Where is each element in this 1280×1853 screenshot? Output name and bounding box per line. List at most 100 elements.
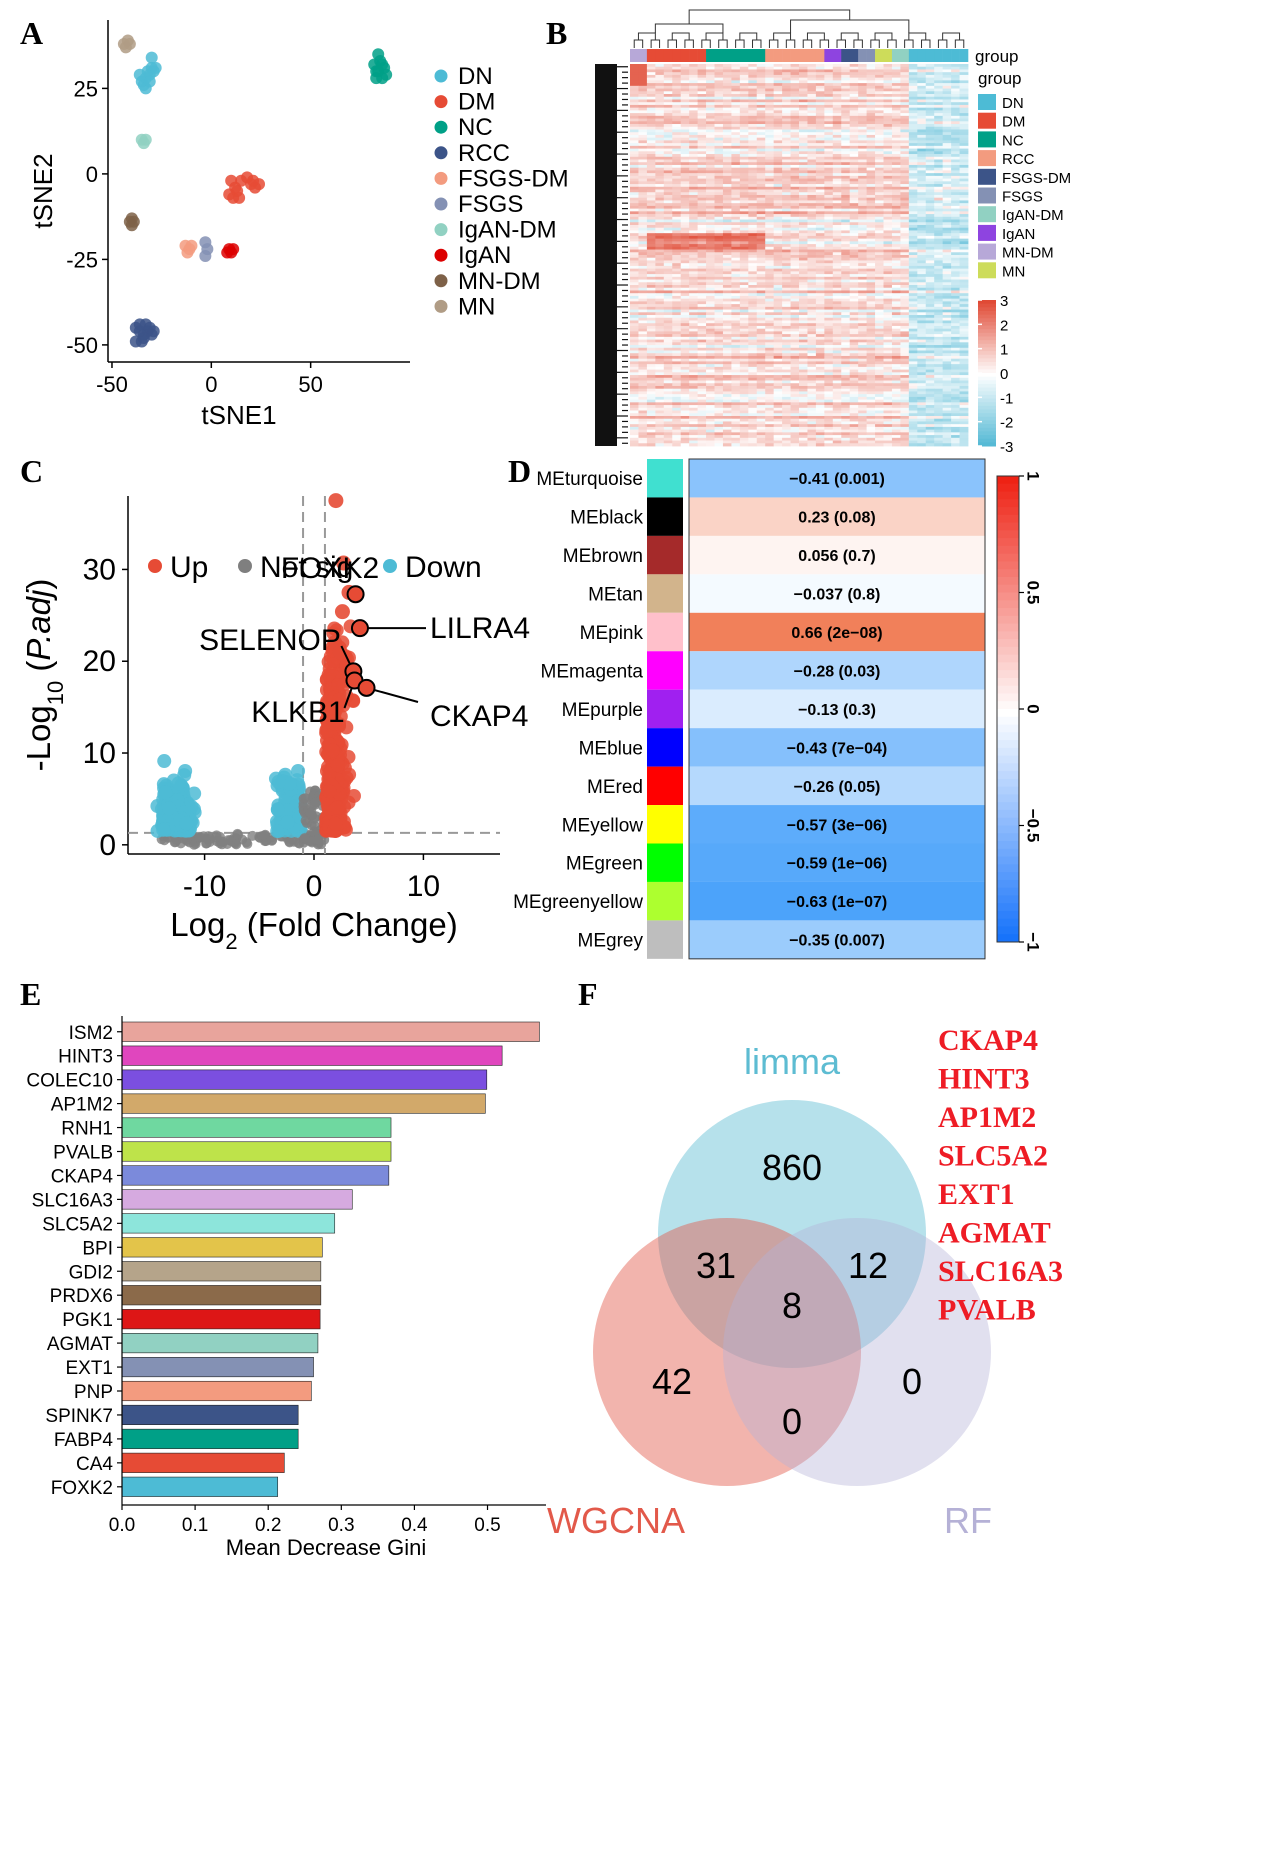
heatmap-cell xyxy=(782,85,791,89)
heatmap-cell xyxy=(680,372,690,376)
heatmap-cell xyxy=(815,72,825,76)
heatmap-cell xyxy=(748,88,758,92)
heatmap-cell xyxy=(925,320,935,324)
heatmap-cell xyxy=(934,336,944,340)
heatmap-cell xyxy=(655,203,665,207)
heatmap-cell xyxy=(672,175,682,179)
heatmap-cell xyxy=(891,156,901,160)
heatmap-cell xyxy=(638,388,648,392)
heatmap-cell xyxy=(756,301,766,305)
heatmap-cell xyxy=(731,148,741,152)
heatmap-cell xyxy=(875,110,884,114)
heatmap-cell xyxy=(866,285,876,289)
heatmap-cell xyxy=(942,156,952,160)
legend-label: IgAN-DM xyxy=(458,217,557,244)
heatmap-cell xyxy=(841,227,851,231)
heatmap-cell xyxy=(799,298,808,302)
heatmap-cell xyxy=(866,154,876,158)
heatmap-cell xyxy=(646,285,656,289)
heatmap-cell xyxy=(638,102,648,106)
heatmap-cell xyxy=(714,74,724,79)
heatmap-cell xyxy=(866,162,876,166)
heatmap-cell xyxy=(832,246,842,250)
heatmap-cell xyxy=(722,388,732,392)
heatmap-cell xyxy=(731,208,741,212)
heatmap-cell xyxy=(841,211,851,215)
heatmap-cell xyxy=(630,69,639,73)
heatmap-cell xyxy=(790,110,800,114)
heatmap-cell xyxy=(942,164,952,169)
heatmap-cell xyxy=(680,80,690,84)
heatmap-cell xyxy=(875,290,884,294)
heatmap-cell xyxy=(697,224,707,229)
heatmap-cell xyxy=(824,208,834,212)
heatmap-cell xyxy=(875,263,884,267)
heatmap-cell xyxy=(908,118,918,122)
group-annotation-cell xyxy=(883,49,893,62)
heatmap-cell xyxy=(630,366,639,370)
heatmap-cell xyxy=(722,91,732,95)
heatmap-cell xyxy=(790,230,800,234)
heatmap-cell xyxy=(883,375,893,379)
heatmap-cell xyxy=(841,241,851,245)
heatmap-cell xyxy=(722,353,732,357)
heatmap-cell xyxy=(630,126,639,130)
heatmap-cell xyxy=(824,290,834,294)
heatmap-cell xyxy=(883,214,893,218)
heatmap-cell xyxy=(782,235,791,240)
heatmap-cell xyxy=(630,124,639,128)
heatmap-cell xyxy=(951,287,960,291)
heatmap-cell xyxy=(663,189,673,193)
heatmap-cell xyxy=(672,227,682,231)
heatmap-cell xyxy=(832,80,842,84)
heatmap-cell xyxy=(655,167,665,171)
heatmap-cell xyxy=(934,279,944,283)
heatmap-cell xyxy=(672,285,682,289)
heatmap-cell xyxy=(756,134,766,139)
heatmap-cell xyxy=(739,227,749,231)
heatmap-cell xyxy=(646,268,656,272)
heatmap-cell xyxy=(824,132,834,136)
heatmap-cell xyxy=(672,309,682,313)
heatmap-cell xyxy=(630,309,639,313)
heatmap-cell xyxy=(630,320,639,324)
heatmap-cell xyxy=(824,230,834,234)
heatmap-cell xyxy=(756,216,766,220)
heatmap-cell xyxy=(832,181,842,185)
heatmap-cell xyxy=(934,271,944,275)
heatmap-cell xyxy=(680,107,690,111)
heatmap-cell xyxy=(638,107,648,111)
heatmap-cell xyxy=(934,203,944,207)
heatmap-cell xyxy=(824,364,834,368)
heatmap-cell xyxy=(748,375,758,379)
heatmap-cell xyxy=(891,194,901,199)
heatmap-cell xyxy=(722,72,732,76)
heatmap-cell xyxy=(638,113,648,117)
heatmap-cell xyxy=(866,301,876,305)
heatmap-cell xyxy=(807,102,817,106)
heatmap-cell xyxy=(663,94,673,98)
heatmap-cell xyxy=(824,69,834,73)
heatmap-cell xyxy=(630,244,639,248)
heatmap-cell xyxy=(934,246,944,250)
heatmap-cell xyxy=(934,72,944,76)
heatmap-cell xyxy=(900,304,910,308)
heatmap-cell xyxy=(722,320,732,324)
heatmap-cell xyxy=(680,323,690,327)
heatmap-cell xyxy=(891,282,901,286)
heatmap-cell xyxy=(917,91,927,95)
heatmap-cell xyxy=(875,140,884,144)
heatmap-cell xyxy=(841,268,851,272)
heatmap-cell xyxy=(824,113,834,117)
heatmap-cell xyxy=(680,91,690,95)
heatmap-cell xyxy=(756,334,766,338)
heatmap-cell xyxy=(866,203,876,207)
heatmap-cell xyxy=(672,77,682,81)
heatmap-cell xyxy=(739,145,749,149)
heatmap-cell xyxy=(951,276,960,280)
heatmap-cell xyxy=(790,282,800,286)
heatmap-cell xyxy=(917,345,927,349)
heatmap-cell xyxy=(722,252,732,256)
heatmap-cell xyxy=(815,189,825,193)
heatmap-cell xyxy=(875,271,884,275)
